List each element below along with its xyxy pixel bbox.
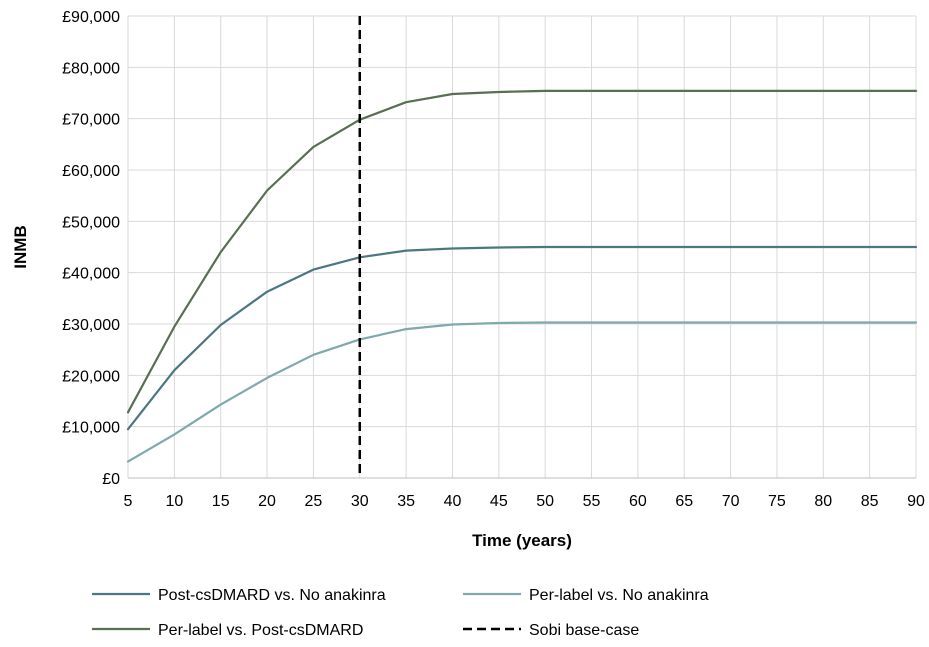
x-tick-label: 55 — [583, 493, 601, 510]
legend-item-sobi-base-case: Sobi base-case — [463, 622, 639, 639]
y-tick-label: £90,000 — [62, 9, 120, 26]
y-tick-label: £20,000 — [62, 368, 120, 385]
legend-item-per-label-no-anakinra: Per-label vs. No anakinra — [463, 587, 709, 604]
x-tick-label: 85 — [861, 493, 879, 510]
x-tick-label: 10 — [165, 493, 183, 510]
y-tick-label: £70,000 — [62, 112, 120, 129]
y-tick-label: £10,000 — [62, 420, 120, 437]
x-tick-label: 30 — [351, 493, 369, 510]
y-tick-label: £0 — [102, 471, 120, 488]
x-tick-label: 35 — [397, 493, 415, 510]
x-tick-label: 80 — [814, 493, 832, 510]
series-line-2 — [126, 321, 918, 463]
x-tick-label: 25 — [305, 493, 323, 510]
legend-item-per-label-post-csdmard: Per-label vs. Post-csDMARD — [92, 622, 363, 639]
legend-label: Sobi base-case — [529, 622, 639, 639]
x-tick-label: 90 — [907, 493, 925, 510]
series-line-3 — [126, 89, 918, 414]
y-tick-label: £40,000 — [62, 266, 120, 283]
legend-item-post-csdmard: Post-csDMARD vs. No anakinra — [92, 587, 386, 604]
x-tick-label: 65 — [675, 493, 693, 510]
x-tick-label: 5 — [124, 493, 133, 510]
legend-label: Per-label vs. No anakinra — [529, 587, 709, 604]
series-lines — [126, 89, 918, 463]
x-tick-labels: 5 10 15 20 25 30 35 40 45 50 55 60 65 70 75 80 85 90 — [124, 493, 925, 510]
y-tick-label: £60,000 — [62, 163, 120, 180]
x-tick-label: 60 — [629, 493, 647, 510]
x-tick-label: 20 — [258, 493, 276, 510]
x-tick-label: 50 — [536, 493, 554, 510]
legend: Post-csDMARD vs. No anakinra Per-label vs… — [92, 587, 709, 639]
x-tick-label: 70 — [722, 493, 740, 510]
y-tick-labels: £0 £10,000 £20,000 £30,000 £40,000 £50,000 £60… — [62, 9, 120, 488]
x-tick-label: 40 — [444, 493, 462, 510]
series-line-1 — [126, 245, 918, 431]
y-tick-label: £30,000 — [62, 317, 120, 334]
y-axis-title: INMB — [11, 225, 30, 268]
x-tick-label: 15 — [212, 493, 230, 510]
y-tick-label: £50,000 — [62, 214, 120, 231]
y-tick-label: £80,000 — [62, 60, 120, 77]
legend-label: Per-label vs. Post-csDMARD — [158, 622, 363, 639]
legend-label: Post-csDMARD vs. No anakinra — [158, 587, 386, 604]
x-axis-title: Time (years) — [472, 531, 572, 550]
x-tick-label: 45 — [490, 493, 508, 510]
x-tick-label: 75 — [768, 493, 786, 510]
